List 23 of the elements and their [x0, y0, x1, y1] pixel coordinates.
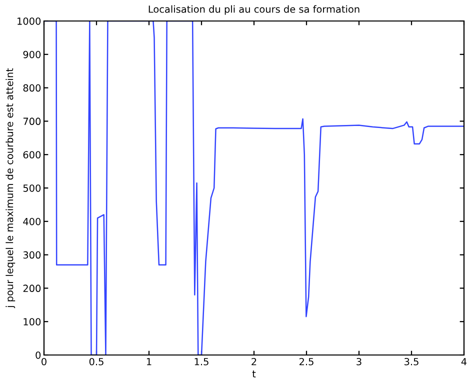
x-tick-label: 0.5: [89, 358, 104, 366]
y-tick-label: 300: [23, 251, 41, 259]
y-tick-label: 700: [23, 118, 41, 126]
y-tick-label: 1000: [18, 17, 41, 25]
y-tick-label: 600: [23, 151, 41, 158]
y-tick-label: 400: [23, 218, 41, 226]
x-tick-label: 3.5: [404, 358, 418, 366]
y-tick-label: 200: [23, 284, 41, 292]
x-tick-label: 2.5: [299, 358, 314, 366]
x-tick-label: 1: [146, 358, 152, 366]
x-tick-label: 1.5: [194, 358, 208, 366]
x-tick-label: 4: [461, 358, 467, 366]
y-tick-label: 500: [23, 184, 41, 192]
y-axis-title: j pour lequel le maximum de courbure est atteint: [6, 68, 16, 308]
y-tick-label: 0: [36, 351, 41, 359]
chart-title: Localisation du pli au cours de sa formation: [148, 5, 360, 15]
y-tick-label: 100: [24, 318, 41, 326]
x-tick-label: 2: [252, 358, 256, 366]
y-tick-label: 800: [23, 84, 41, 92]
x-tick-label: 0: [42, 358, 46, 366]
x-tick-label: 3: [356, 358, 362, 366]
y-tick-label: 900: [23, 50, 41, 58]
x-axis-title: t: [252, 370, 256, 378]
